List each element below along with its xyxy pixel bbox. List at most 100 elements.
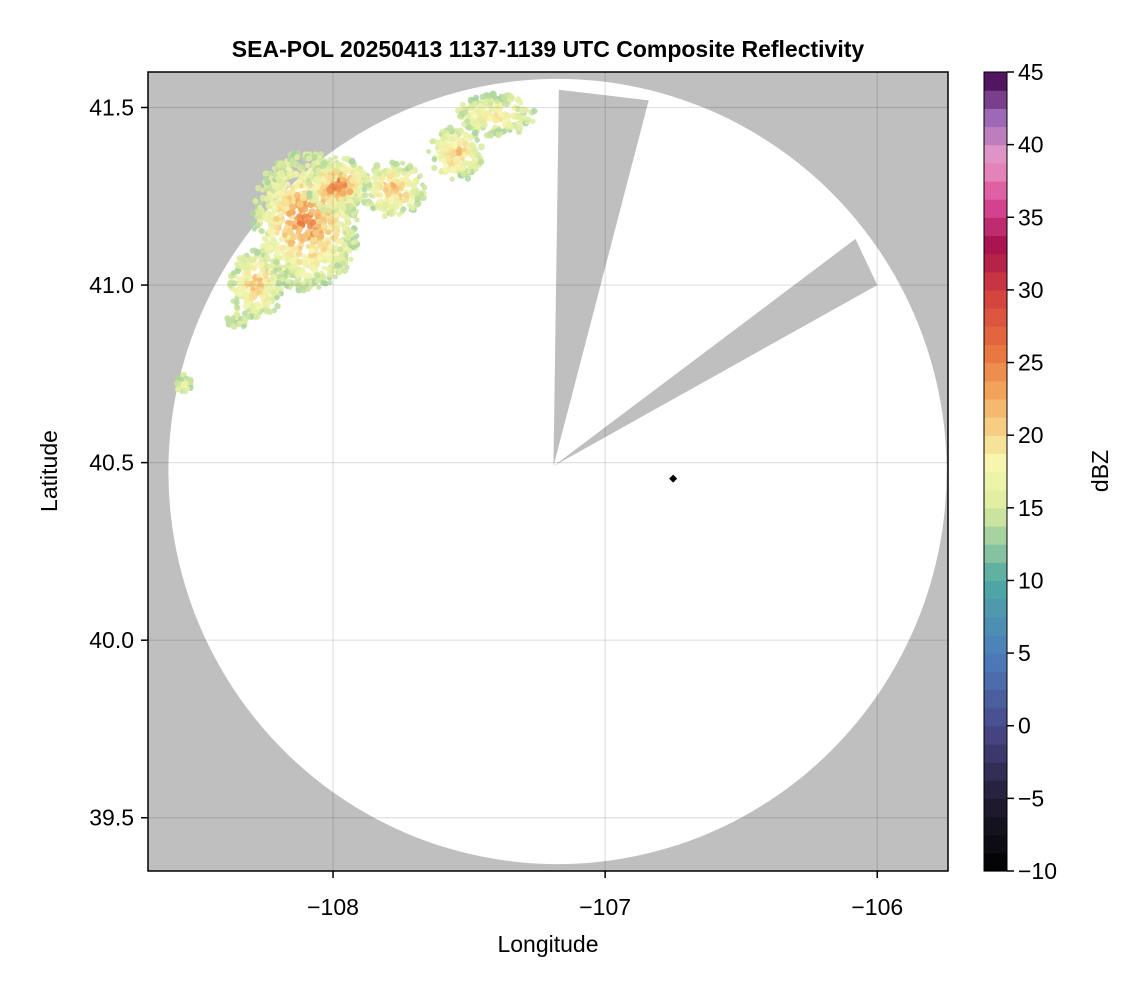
echo-cell [241,284,247,290]
echo-cell [314,212,320,219]
colorbar-tick-label: −5 [1018,785,1044,811]
echo-cell [455,159,461,165]
echo-cell [263,281,269,287]
colorbar-swatch [984,199,1007,218]
echo-cell [311,196,319,204]
echo-cell [371,174,378,181]
echo-cell [269,262,276,268]
echo-cell [343,253,349,259]
echo-cell [342,225,348,231]
echo-cell [245,288,251,294]
colorbar-tick-label: 20 [1018,422,1044,448]
echo-cell [302,171,308,177]
echo-cell [277,266,282,272]
echo-cell [524,118,531,125]
echo-cell [305,219,311,225]
echo-cell [361,186,368,193]
echo-cell [500,94,508,101]
echo-cell [496,126,502,133]
echo-cell [326,270,334,278]
echo-cell [521,114,527,121]
echo-cell [348,157,356,165]
echo-cell [312,229,320,237]
echo-cell [488,101,494,107]
echo-cell [317,242,325,250]
colorbar-swatch [984,616,1007,636]
echo-cell [252,261,259,268]
echo-cell [362,192,369,199]
echo-cell [439,128,445,134]
echo-cell [230,298,236,304]
colorbar-swatch [984,780,1007,799]
y-axis-label: Latitude [36,430,62,512]
echo-cell [441,157,447,163]
echo-cell [287,239,295,247]
echo-cell [320,190,328,198]
echo-cell [338,196,344,203]
echo-cell [409,204,416,211]
echo-cell [319,273,327,281]
colorbar-swatch [984,126,1007,146]
echo-cell [295,250,303,257]
echo-cell [284,190,291,197]
echo-cell [321,265,327,271]
echo-cell [285,210,293,217]
echo-cluster [174,371,194,395]
echo-cell [249,210,256,217]
echo-cell [267,222,274,228]
echo-cell [406,180,412,186]
echo-cell [409,188,417,196]
echo-cell [467,104,474,111]
colorbar-swatch [984,162,1007,182]
echo-cell [300,221,306,227]
echo-cell [228,316,234,322]
echo-cell [308,208,316,216]
echo-cell [516,124,524,131]
colorbar-swatch [984,544,1007,563]
echo-cell [447,127,453,133]
echo-cell [234,267,242,275]
echo-cell [306,155,313,162]
echo-cell [479,93,487,101]
echo-cell [325,177,331,184]
echo-cell [458,141,464,147]
colorbar-tick-label: 45 [1018,59,1044,85]
echo-cell [351,212,356,218]
echo-cell [353,198,359,204]
echo-cell [175,386,182,393]
echo-cell [299,267,306,273]
echo-cell [249,291,256,299]
x-axis: −108 −107 −106 [307,871,903,920]
echo-cell [333,155,339,160]
y-tick-label: 41.0 [89,272,134,298]
echo-cell [305,177,312,184]
echo-cell [421,184,428,191]
colorbar-swatch [984,762,1007,781]
echo-cell [273,224,280,231]
echo-cell [317,232,325,240]
colorbar-swatch [984,598,1007,618]
echo-cell [305,272,313,280]
colorbar-swatch [984,525,1007,545]
echo-cell [309,219,317,227]
echo-cell [410,182,418,189]
echo-cell [408,196,416,204]
echo-cell [439,141,446,149]
echo-cell [392,160,399,168]
echo-cell [481,111,488,118]
y-tick-label: 41.5 [89,95,134,121]
echo-cell [279,162,287,170]
colorbar-swatch [984,634,1007,654]
colorbar-swatch [984,671,1007,691]
echo-cell [244,263,252,271]
echo-cell [253,308,259,315]
echo-cell [259,261,265,267]
colorbar-label: dBZ [1087,450,1113,492]
echo-cell [420,194,427,201]
echo-cell [231,280,238,287]
echo-cell [315,224,322,230]
echo-cell [289,257,296,265]
echo-cell [531,107,538,115]
echo-cell [462,109,469,116]
